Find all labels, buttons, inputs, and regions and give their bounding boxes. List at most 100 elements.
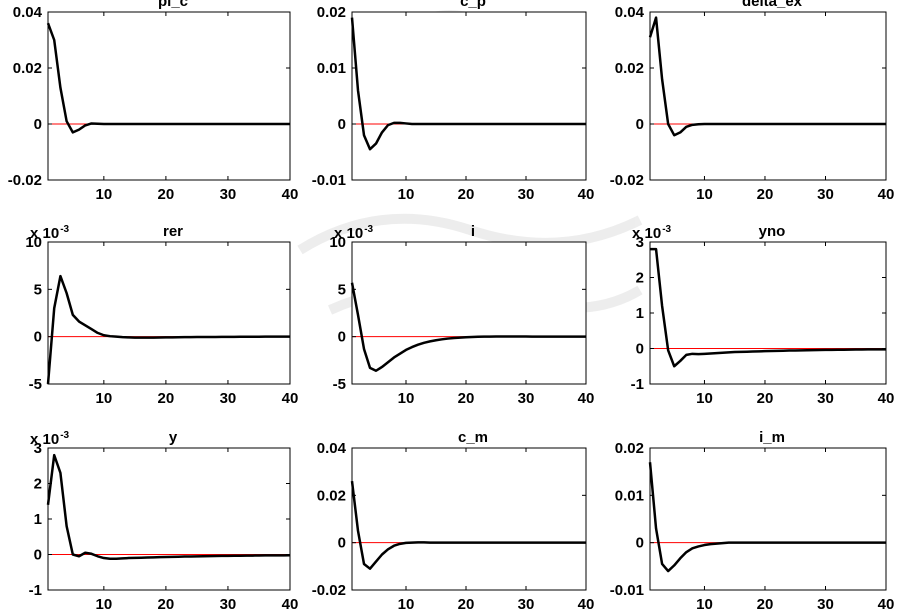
y-tick-label: 10 (25, 234, 42, 251)
x-tick-label: 40 (578, 596, 595, 611)
x-tick-label: 40 (282, 390, 299, 407)
x-tick-label: 30 (220, 596, 237, 611)
y-tick-label: 0 (338, 535, 346, 552)
y-tick-label: -5 (29, 376, 42, 393)
y-tick-label: -0.02 (8, 172, 42, 189)
x-tick-label: 30 (817, 596, 834, 611)
y-tick-label: 0.04 (615, 4, 645, 21)
axis-exponent-label: x 10 (632, 225, 661, 242)
x-tick-label: 20 (458, 390, 475, 407)
y-tick-label: -0.02 (610, 172, 644, 189)
x-tick-label: 10 (96, 186, 113, 203)
axis-exponent-power: -3 (364, 224, 373, 235)
x-tick-label: 30 (518, 186, 535, 203)
y-tick-label: 0 (34, 547, 42, 564)
subplot-rer: 10 20 30 40 -5 0 5 10 rer x 10 -3 (25, 223, 298, 407)
axes-box (47, 11, 291, 181)
axis-exponent-power: -3 (662, 224, 671, 235)
y-tick-label: 3 (34, 440, 42, 457)
irf-series-line (650, 247, 887, 368)
y-tick-label: 0.02 (615, 60, 644, 77)
x-tick-label: 40 (878, 596, 895, 611)
x-tick-label: 40 (878, 390, 895, 407)
subplot-c-p: 10 20 30 40 -0.01 0 0.01 0.02 c_p (312, 0, 595, 203)
y-tick-label: 2 (34, 476, 42, 493)
y-tick-label: 0 (636, 341, 644, 358)
x-tick-label: 30 (817, 390, 834, 407)
subplot-yno: 10 20 30 40 -1 0 1 2 3 yno x 10 -3 (631, 223, 895, 407)
axes-box (351, 11, 587, 181)
x-tick-label: 10 (398, 596, 415, 611)
y-tick-label: 2 (636, 270, 644, 287)
x-tick-label: 10 (696, 596, 713, 611)
subplot-y: 10 20 30 40 -1 0 1 2 3 y x 10 -3 (29, 429, 299, 611)
y-tick-label: 0 (636, 116, 644, 133)
x-tick-label: 20 (158, 186, 175, 203)
y-tick-label: -1 (29, 582, 42, 599)
x-tick-label: 20 (757, 390, 774, 407)
y-tick-label: 0.02 (615, 440, 644, 457)
axis-exponent-label: x 10 (30, 225, 59, 242)
irf-series-line (350, 282, 586, 372)
subplot-title: c_m (458, 429, 488, 446)
axes-box (47, 241, 291, 385)
irf-series-line (46, 22, 290, 134)
y-tick-label: 5 (338, 281, 346, 298)
y-tick-label: 1 (34, 511, 42, 528)
y-tick-label: 0.04 (317, 440, 347, 457)
x-tick-label: 30 (220, 186, 237, 203)
axis-exponent-power: -3 (60, 224, 69, 235)
axes-box (351, 447, 587, 591)
y-tick-label: 0.02 (13, 60, 42, 77)
x-tick-label: 10 (398, 390, 415, 407)
axes-box (649, 11, 887, 181)
x-tick-label: 40 (878, 186, 895, 203)
y-tick-label: -0.02 (312, 582, 346, 599)
y-tick-label: 0.02 (317, 4, 346, 21)
x-tick-label: 20 (757, 596, 774, 611)
subplot-i-m: 10 20 30 40 -0.01 0 0.01 0.02 i_m (610, 429, 895, 611)
irf-series-line (46, 453, 291, 561)
x-tick-label: 10 (696, 390, 713, 407)
x-tick-label: 10 (398, 186, 415, 203)
y-tick-label: 0.01 (317, 60, 346, 77)
x-tick-label: 20 (458, 596, 475, 611)
irf-series-line (350, 17, 586, 151)
x-tick-label: 20 (757, 186, 774, 203)
y-tick-label: 10 (329, 234, 346, 251)
x-tick-label: 20 (158, 596, 175, 611)
irf-series-line (350, 480, 586, 570)
x-tick-label: 10 (96, 596, 113, 611)
y-tick-label: -1 (631, 376, 644, 393)
subplot-title: i (471, 223, 475, 240)
y-tick-label: 0 (338, 329, 346, 346)
subplot-title: rer (163, 223, 183, 240)
irf-series-line (648, 16, 886, 137)
subplot-title: yno (759, 223, 786, 240)
axes-box (649, 447, 887, 591)
subplot-title: pi_c (158, 0, 188, 10)
irf-series-line (648, 462, 886, 573)
x-tick-label: 10 (96, 390, 113, 407)
axis-exponent-label: x 10 (334, 225, 363, 242)
x-tick-label: 40 (578, 186, 595, 203)
irf-series-line (46, 274, 290, 385)
y-tick-label: 0 (338, 116, 346, 133)
x-tick-label: 40 (282, 186, 299, 203)
axes-box (649, 241, 887, 385)
y-tick-label: 0.02 (317, 487, 346, 504)
subplot-i: 10 20 30 40 -5 0 5 10 i x 10 -3 (329, 223, 594, 407)
x-tick-label: 40 (282, 596, 299, 611)
subplot-title: i_m (759, 429, 785, 446)
y-tick-label: 0 (34, 116, 42, 133)
y-tick-label: 0 (34, 329, 42, 346)
subplot-pi-c: 10 20 30 40 -0.02 0 0.02 0.04 pi_c (8, 0, 299, 203)
axis-exponent-power: -3 (60, 430, 69, 441)
x-tick-label: 20 (158, 390, 175, 407)
y-tick-label: -0.01 (312, 172, 346, 189)
y-tick-label: 0.01 (615, 487, 644, 504)
x-tick-label: 30 (817, 186, 834, 203)
subplot-title: y (169, 429, 178, 446)
x-tick-label: 30 (220, 390, 237, 407)
